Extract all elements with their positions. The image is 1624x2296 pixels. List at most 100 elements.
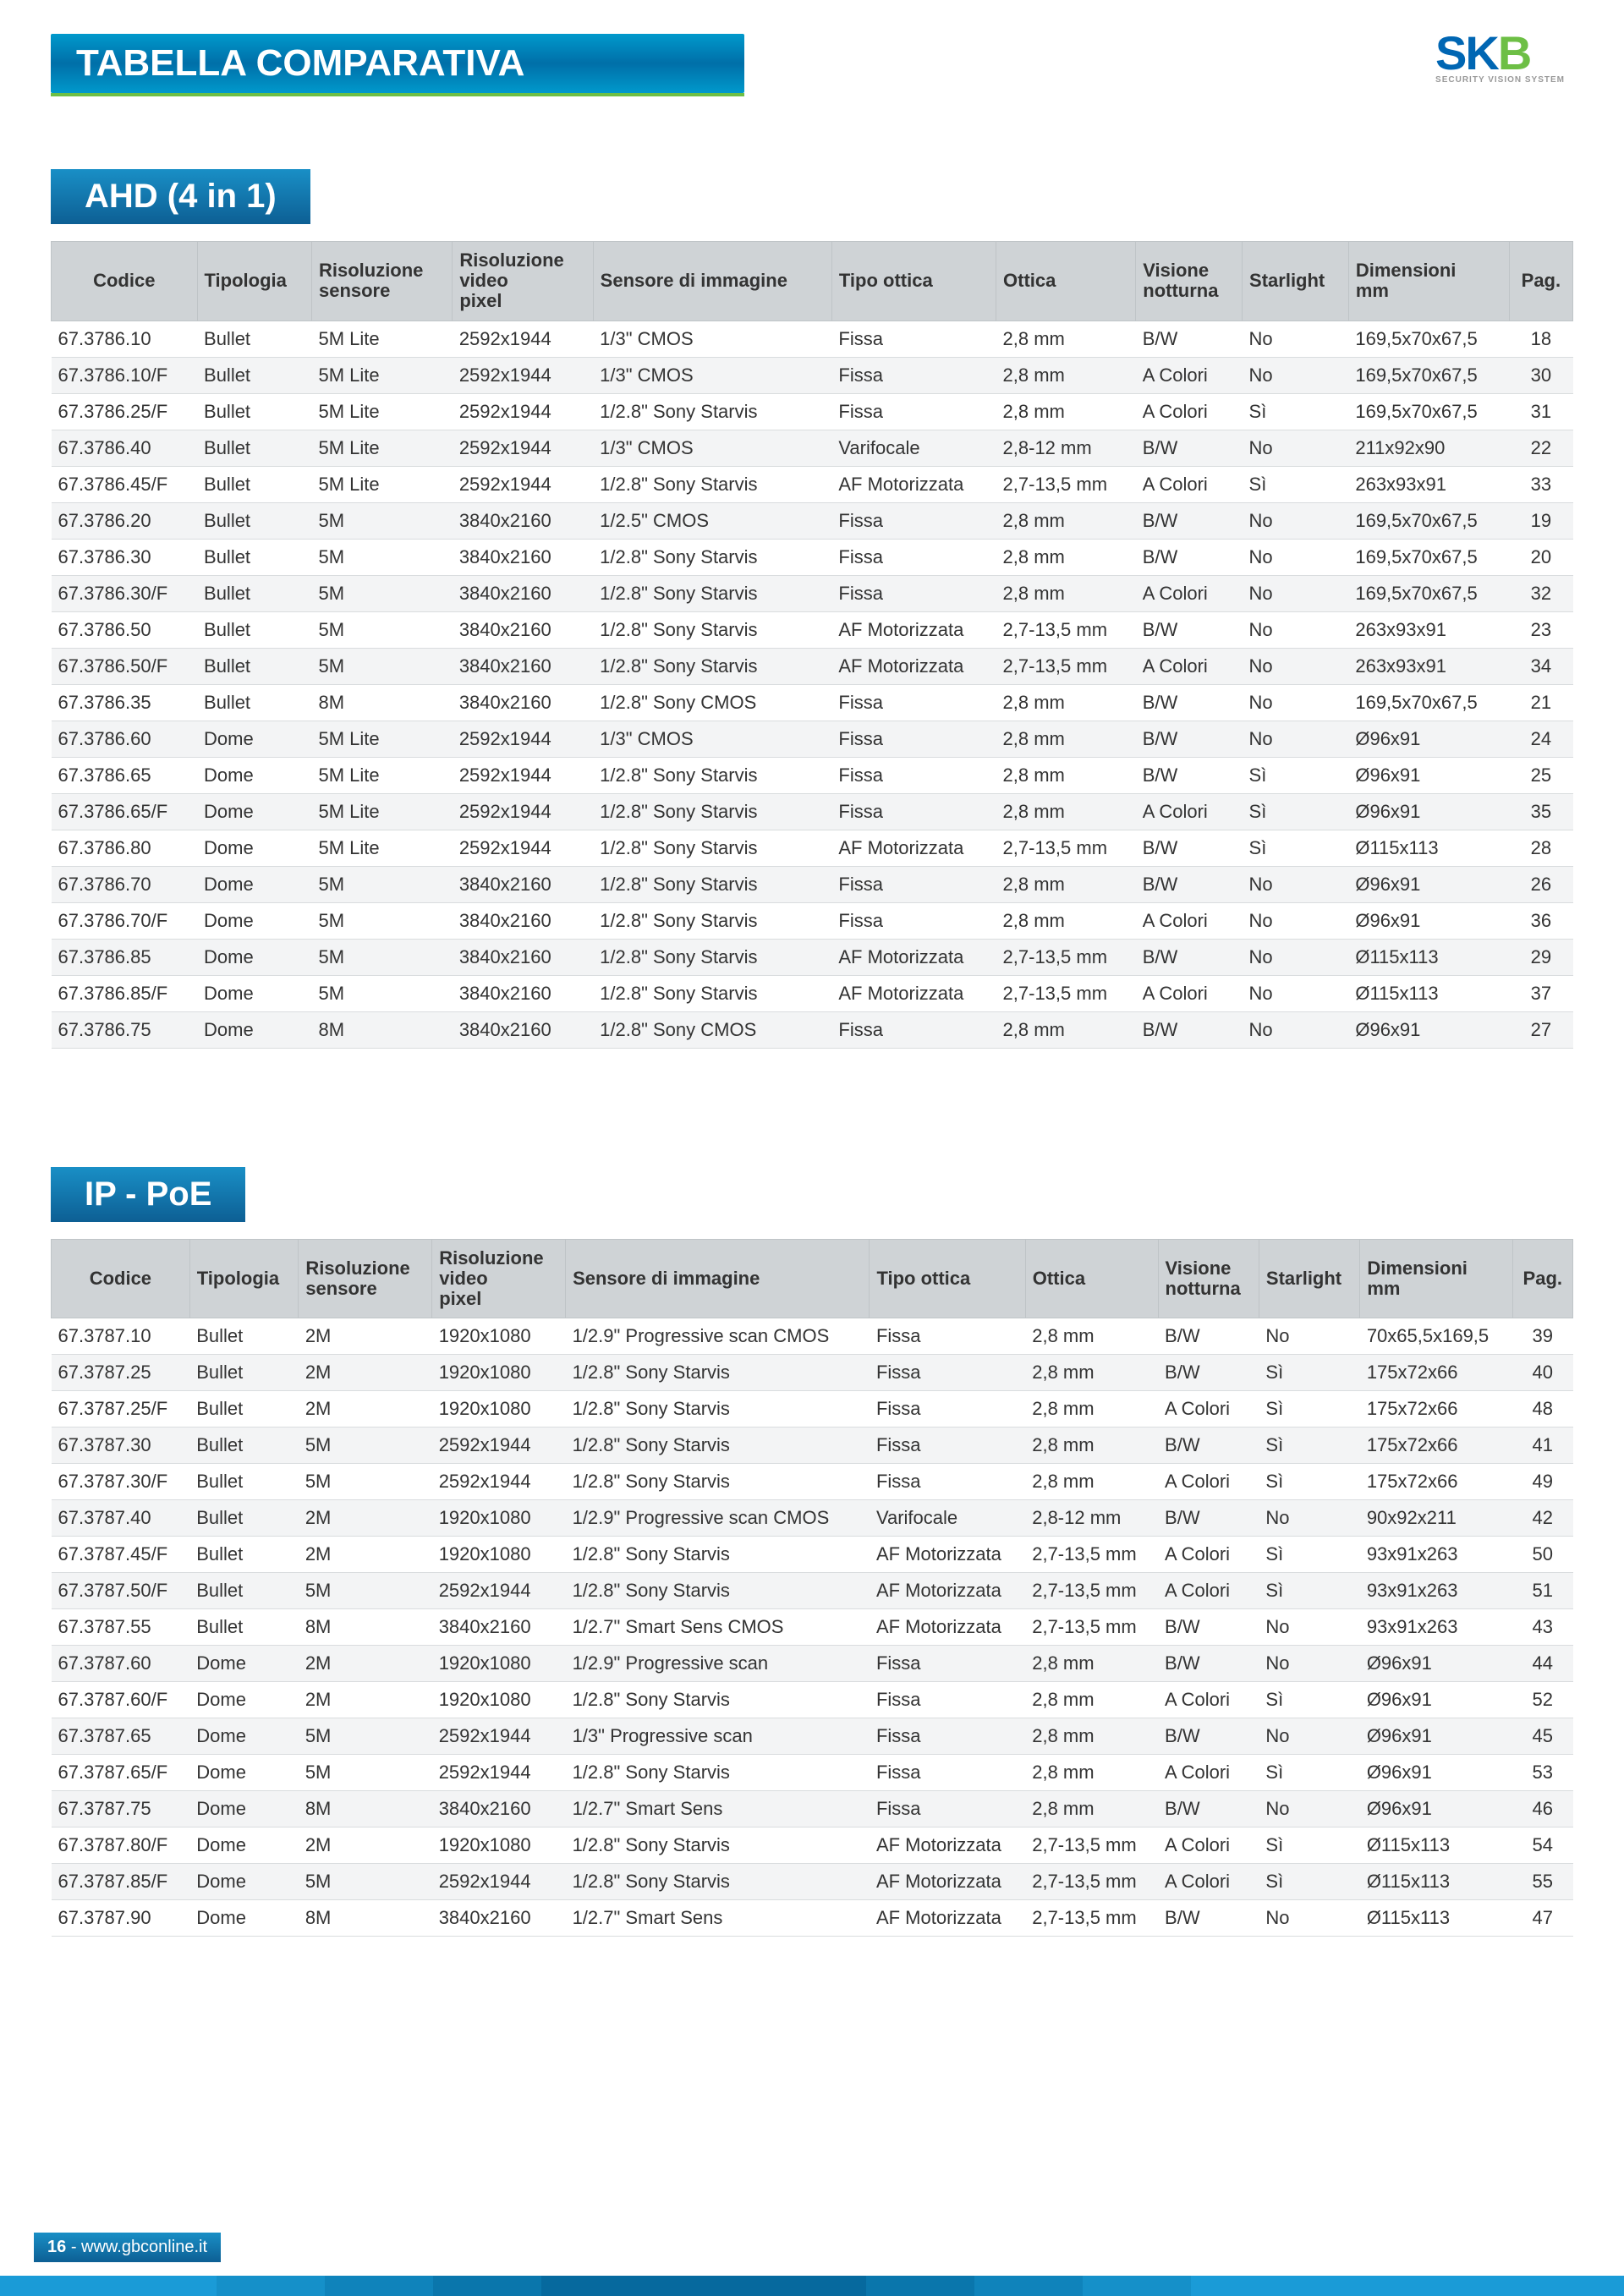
table-cell: 45 (1512, 1718, 1572, 1755)
table-cell: Bullet (197, 466, 311, 502)
table-cell: Fissa (870, 1355, 1025, 1391)
table-cell: B/W (1158, 1427, 1259, 1464)
table-cell: 2592x1944 (453, 321, 593, 357)
table-cell: 67.3787.30 (52, 1427, 190, 1464)
table-cell: 67.3786.70/F (52, 902, 198, 939)
table-cell: AF Motorizzata (870, 1537, 1025, 1573)
table-cell: 2,8 mm (1025, 1318, 1158, 1355)
stripe (217, 2276, 325, 2296)
table-cell: B/W (1136, 539, 1243, 575)
stripe (650, 2276, 758, 2296)
table-row: 67.3786.20Bullet5M3840x21601/2.5" CMOSFi… (52, 502, 1573, 539)
table-cell: 22 (1509, 430, 1572, 466)
table-cell: 5M (299, 1755, 432, 1791)
table-cell: 5M Lite (311, 357, 452, 393)
table-cell: Sì (1243, 466, 1349, 502)
table-cell: Ø96x91 (1348, 1011, 1509, 1048)
table-cell: 55 (1512, 1864, 1572, 1900)
table-cell: 1/2.8" Sony Starvis (593, 830, 831, 866)
table-row: 67.3787.90Dome8M3840x21601/2.7" Smart Se… (52, 1900, 1573, 1937)
table-cell: Fissa (870, 1718, 1025, 1755)
table-cell: 2592x1944 (432, 1755, 566, 1791)
table-cell: 2592x1944 (453, 393, 593, 430)
table-cell: Sì (1259, 1427, 1359, 1464)
table-cell: 5M (311, 539, 452, 575)
stripe (974, 2276, 1083, 2296)
table-row: 67.3787.30Bullet5M2592x19441/2.8" Sony S… (52, 1427, 1573, 1464)
table-cell: Bullet (189, 1318, 299, 1355)
table-cell: 43 (1512, 1609, 1572, 1646)
table-cell: 67.3787.85/F (52, 1864, 190, 1900)
table-cell: AF Motorizzata (831, 611, 996, 648)
table-row: 67.3786.70Dome5M3840x21601/2.8" Sony Sta… (52, 866, 1573, 902)
table-cell: 27 (1509, 1011, 1572, 1048)
table-cell: 2,8 mm (1025, 1791, 1158, 1827)
table-cell: Bullet (197, 539, 311, 575)
table-cell: Varifocale (831, 430, 996, 466)
table-cell: 67.3786.10/F (52, 357, 198, 393)
table-cell: 2,8 mm (1025, 1755, 1158, 1791)
table-cell: 2592x1944 (453, 830, 593, 866)
table-cell: 1920x1080 (432, 1646, 566, 1682)
ip-poe-table-head: CodiceTipologiaRisoluzionesensoreRisoluz… (52, 1239, 1573, 1318)
table-cell: 5M (311, 648, 452, 684)
table-cell: Ø96x91 (1348, 793, 1509, 830)
table-cell: Fissa (831, 357, 996, 393)
table-cell: 2,8 mm (996, 321, 1136, 357)
table-cell: 1/2.8" Sony Starvis (566, 1573, 870, 1609)
table-cell: 5M Lite (311, 757, 452, 793)
table-cell: 19 (1509, 502, 1572, 539)
table-cell: Fissa (831, 321, 996, 357)
table-cell: 5M Lite (311, 430, 452, 466)
table-cell: 67.3786.10 (52, 321, 198, 357)
table-cell: 1920x1080 (432, 1682, 566, 1718)
table-cell: 2,7-13,5 mm (1025, 1537, 1158, 1573)
table-cell: Dome (197, 939, 311, 975)
table-cell: 93x91x263 (1360, 1573, 1512, 1609)
table-cell: 67.3786.35 (52, 684, 198, 721)
table-cell: 67.3786.80 (52, 830, 198, 866)
table-cell: 1/3" Progressive scan (566, 1718, 870, 1755)
table-cell: 44 (1512, 1646, 1572, 1682)
table-cell: Fissa (870, 1427, 1025, 1464)
table-cell: 1/2.8" Sony CMOS (593, 684, 831, 721)
table-cell: 3840x2160 (453, 939, 593, 975)
table-cell: Sì (1259, 1391, 1359, 1427)
col-header: Sensore di immagine (593, 242, 831, 321)
table-cell: 1/2.8" Sony Starvis (593, 466, 831, 502)
table-cell: No (1243, 430, 1349, 466)
table-cell: AF Motorizzata (870, 1609, 1025, 1646)
table-cell: 5M (299, 1464, 432, 1500)
table-cell: Fissa (831, 1011, 996, 1048)
table-cell: Sì (1259, 1755, 1359, 1791)
table-cell: 2,8 mm (996, 757, 1136, 793)
table-cell: 67.3787.25 (52, 1355, 190, 1391)
table-cell: 67.3787.45/F (52, 1537, 190, 1573)
table-cell: 67.3787.25/F (52, 1391, 190, 1427)
table-cell: Fissa (831, 902, 996, 939)
table-cell: 2,8 mm (996, 684, 1136, 721)
table-cell: 5M Lite (311, 830, 452, 866)
table-cell: 41 (1512, 1427, 1572, 1464)
table-cell: Ø115x113 (1348, 939, 1509, 975)
table-cell: A Colori (1136, 975, 1243, 1011)
table-cell: Fissa (870, 1391, 1025, 1427)
table-cell: A Colori (1136, 648, 1243, 684)
table-cell: 8M (299, 1900, 432, 1937)
table-cell: No (1259, 1791, 1359, 1827)
table-cell: Fissa (870, 1791, 1025, 1827)
table-cell: 1/2.9" Progressive scan CMOS (566, 1500, 870, 1537)
table-cell: 2,8 mm (1025, 1646, 1158, 1682)
table-cell: Bullet (197, 502, 311, 539)
table-row: 67.3787.10Bullet2M1920x10801/2.9" Progre… (52, 1318, 1573, 1355)
table-cell: Sì (1259, 1573, 1359, 1609)
table-cell: Fissa (831, 721, 996, 757)
table-cell: 2M (299, 1500, 432, 1537)
table-cell: 2,8 mm (1025, 1391, 1158, 1427)
table-cell: No (1243, 1011, 1349, 1048)
table-cell: B/W (1136, 939, 1243, 975)
col-header: Risoluzionevideopixel (453, 242, 593, 321)
table-cell: Sì (1243, 793, 1349, 830)
table-cell: 2M (299, 1318, 432, 1355)
table-row: 67.3786.50/FBullet5M3840x21601/2.8" Sony… (52, 648, 1573, 684)
